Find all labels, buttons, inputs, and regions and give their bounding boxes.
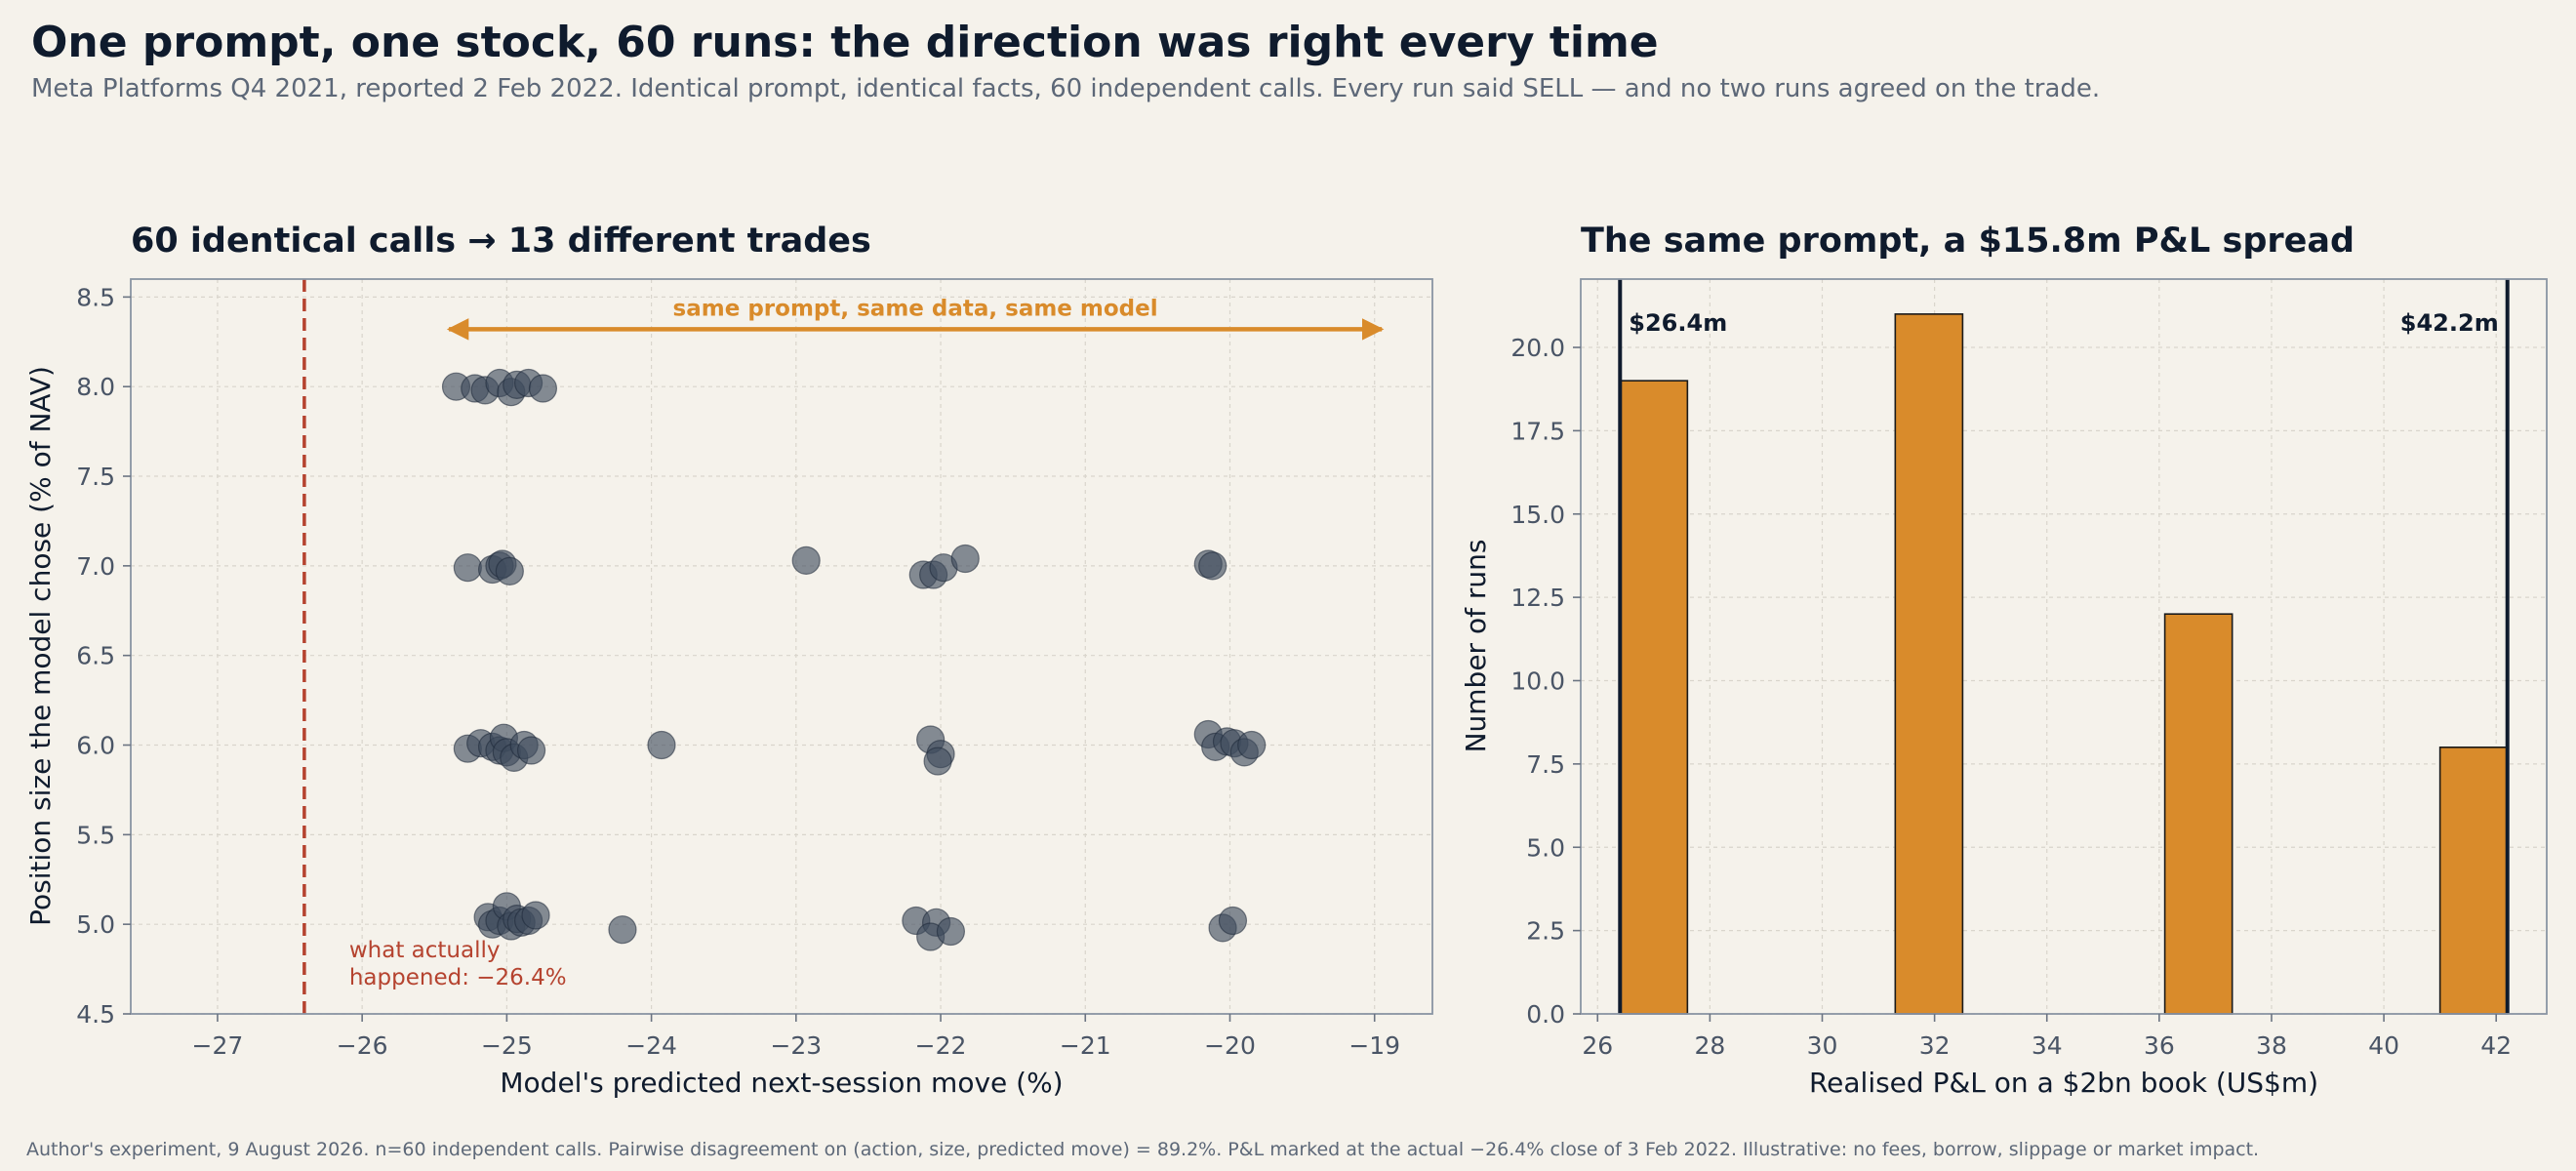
scatter-point [608, 915, 637, 945]
histogram-x-tick-label: 42 [2480, 1031, 2512, 1060]
histogram-bounds: $26.4m $42.2m [1618, 279, 2510, 1014]
scatter-x-tick-label: −20 [1204, 1031, 1256, 1060]
page-title: One prompt, one stock, 60 runs: the dire… [31, 18, 1659, 67]
scatter-x-tick-label: −22 [915, 1031, 967, 1060]
scatter-y-tick-label: 6.0 [76, 732, 115, 760]
histogram-y-tick-label: 2.5 [1526, 917, 1565, 946]
histogram-x-tick-label: 26 [1582, 1031, 1613, 1060]
histogram-frame [1580, 278, 2548, 1015]
histogram-bar [2163, 613, 2234, 1015]
histogram-bar [1619, 380, 1689, 1015]
histogram-panel: The same prompt, a $15.8m P&L spread $26… [1460, 222, 2548, 1099]
scatter-x-tick-label: −26 [337, 1031, 388, 1060]
scatter-x-tick-label: −19 [1348, 1031, 1400, 1060]
scatter-ticks: −27 −26 −25 −24 −23 −22 −21 −20 −19 4.5 5.0 5.5 6.0 6… [76, 283, 1400, 1060]
histogram-y-tick-label: 0.0 [1526, 1000, 1565, 1029]
scatter-frame [130, 278, 1433, 1015]
scatter-point [453, 553, 482, 583]
range-annotation: same prompt, same data, same model [446, 296, 1385, 341]
scatter-points [441, 368, 1267, 951]
range-annotation-label: same prompt, same data, same model [673, 296, 1158, 321]
histogram-y-tick-label: 20.0 [1510, 334, 1565, 362]
scatter-point [1218, 906, 1248, 936]
histogram-x-tick-label: 40 [2368, 1031, 2399, 1060]
pnl-bound-label: $42.2m [2400, 309, 2499, 337]
histogram-x-tick-label: 34 [2032, 1031, 2063, 1060]
histogram-ticks: 26 28 30 32 34 36 38 40 42 0.0 2.5 5.0 7.5 10.0 12.5 15… [1510, 334, 2512, 1060]
scatter-x-axis-label: Model's predicted next-session move (%) [500, 1067, 1063, 1099]
scatter-title: 60 identical calls → 13 different trades [131, 222, 871, 261]
scatter-y-tick-label: 5.5 [76, 821, 115, 849]
histogram-y-tick-label: 5.0 [1526, 833, 1565, 862]
histogram-y-tick-label: 7.5 [1526, 750, 1565, 779]
histogram-y-tick-label: 12.5 [1510, 584, 1565, 612]
scatter-point [936, 916, 966, 947]
histogram-x-tick-label: 32 [1919, 1031, 1951, 1060]
histogram-x-axis-label: Realised P&L on a $2bn book (US$m) [1809, 1067, 2318, 1099]
scatter-point [495, 556, 524, 586]
scatter-point [528, 374, 558, 403]
scatter-y-tick-label: 8.0 [76, 373, 115, 401]
scatter-point [521, 901, 550, 930]
scatter-y-tick-label: 4.5 [76, 1000, 115, 1029]
footnote: Author's experiment, 9 August 2026. n=60… [26, 1139, 2260, 1160]
actual-move-label-line2: happened: −26.4% [349, 965, 567, 990]
scatter-grid [131, 279, 1432, 1015]
histogram-bars [1619, 313, 2509, 1015]
scatter-y-tick-label: 7.5 [76, 463, 115, 491]
pnl-bound-label: $26.4m [1629, 309, 1727, 337]
histogram-y-tick-label: 10.0 [1510, 667, 1565, 696]
scatter-point [923, 747, 952, 776]
histogram-title: The same prompt, a $15.8m P&L spread [1581, 222, 2355, 261]
scatter-y-tick-label: 8.5 [76, 283, 115, 311]
scatter-point [1198, 551, 1228, 581]
scatter-x-tick-label: −23 [770, 1031, 822, 1060]
scatter-x-tick-label: −21 [1060, 1031, 1111, 1060]
histogram-y-axis-label: Number of runs [1460, 540, 1492, 753]
histogram-x-tick-label: 28 [1694, 1031, 1725, 1060]
scatter-panel: 60 identical calls → 13 different trades… [24, 222, 1433, 1099]
scatter-point [647, 730, 676, 760]
histogram-x-tick-label: 36 [2144, 1031, 2175, 1060]
histogram-bar [1894, 313, 1964, 1015]
scatter-x-tick-label: −27 [192, 1031, 244, 1060]
histogram-y-tick-label: 15.0 [1510, 501, 1565, 529]
scatter-point [791, 545, 821, 575]
histogram-y-tick-label: 17.5 [1510, 417, 1565, 445]
histogram-bar [2438, 747, 2509, 1015]
histogram-grid [1581, 279, 2547, 1015]
page-subtitle: Meta Platforms Q4 2021, reported 2 Feb 2… [31, 74, 2101, 103]
histogram-x-tick-label: 38 [2256, 1031, 2287, 1060]
actual-move-label-line1: what actually [349, 938, 501, 963]
scatter-x-tick-label: −25 [481, 1031, 533, 1060]
scatter-y-tick-label: 7.0 [76, 552, 115, 581]
scatter-y-tick-label: 5.0 [76, 910, 115, 939]
scatter-y-axis-label: Position size the model chose (% of NAV) [24, 366, 57, 926]
scatter-x-tick-label: −24 [625, 1031, 677, 1060]
scatter-point [1237, 730, 1267, 760]
scatter-point [516, 736, 546, 765]
scatter-point [950, 544, 980, 574]
scatter-y-tick-label: 6.5 [76, 642, 115, 670]
histogram-x-tick-label: 30 [1807, 1031, 1838, 1060]
